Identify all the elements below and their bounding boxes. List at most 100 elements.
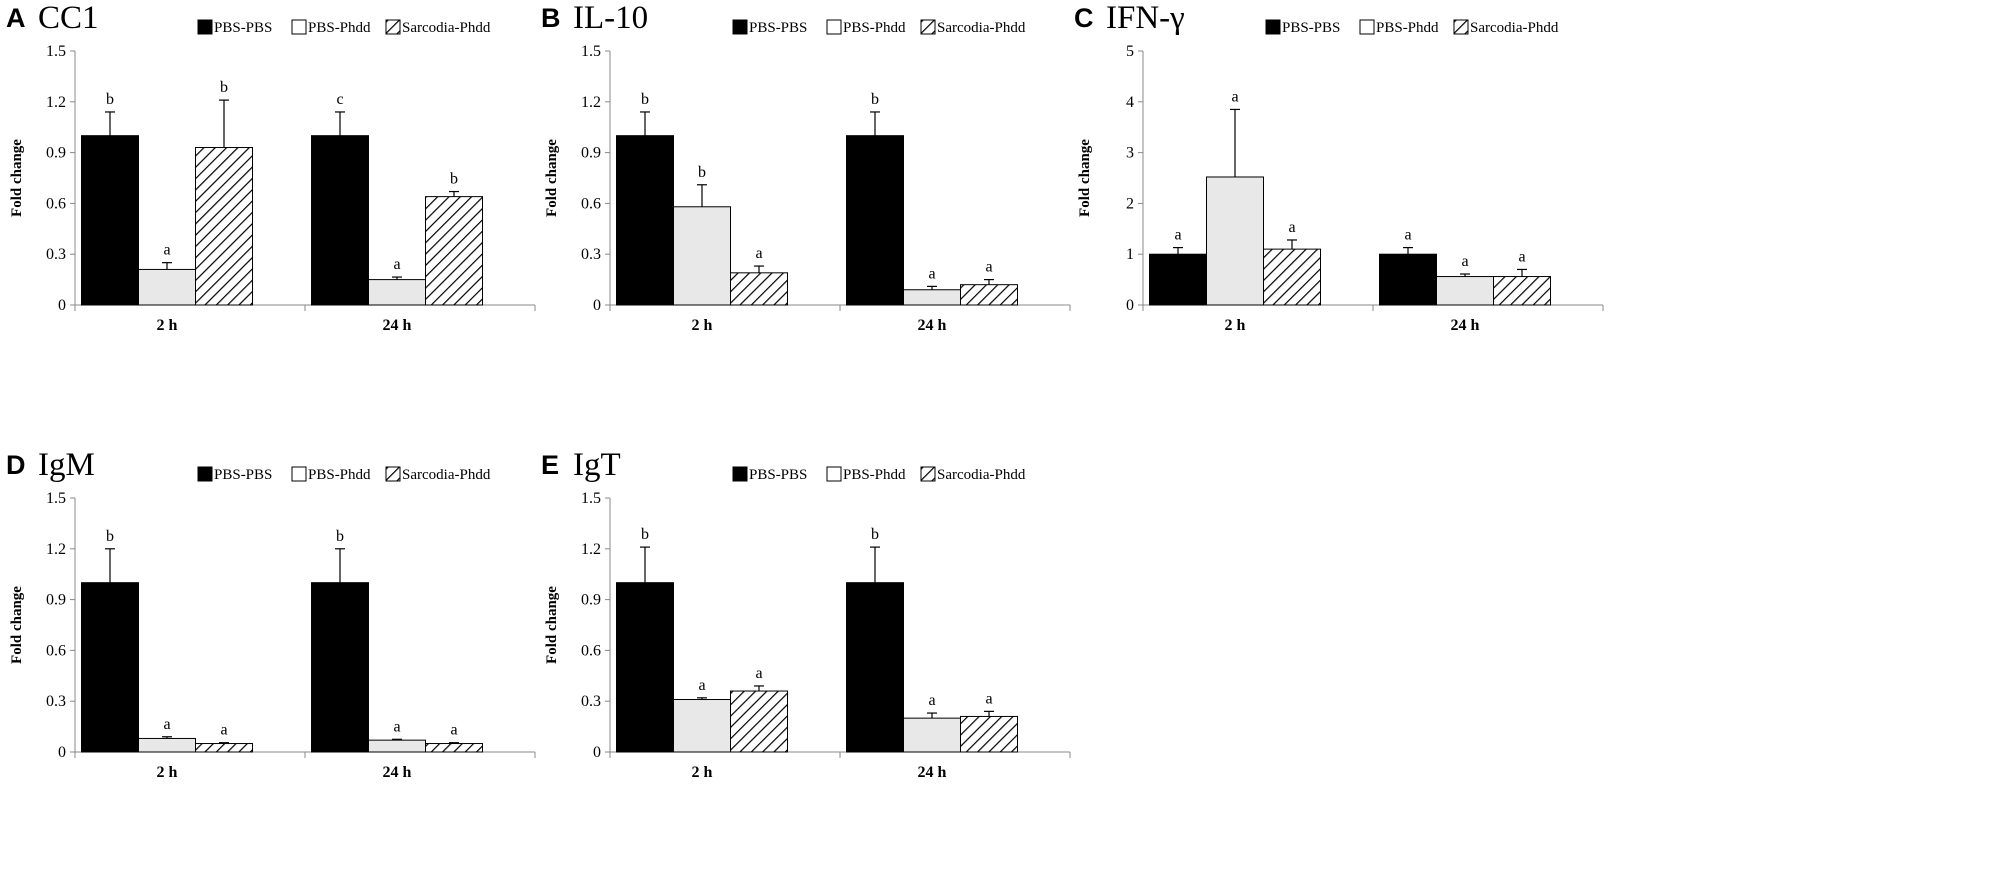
significance-letter: b <box>336 528 344 545</box>
bar <box>1149 253 1207 306</box>
bar <box>81 582 139 753</box>
x-tick-label: 24 h <box>1451 317 1480 334</box>
x-tick-label: 2 h <box>692 764 713 781</box>
panel-label: C <box>1074 3 1094 33</box>
significance-letter: a <box>1288 219 1295 236</box>
chart-title: IL-10 <box>573 0 648 36</box>
y-tick-label: 0.6 <box>46 642 66 659</box>
significance-letter: a <box>755 245 762 262</box>
y-tick-label: 1.2 <box>46 541 66 558</box>
x-tick-label: 2 h <box>157 764 178 781</box>
y-tick-label: 0 <box>58 744 66 761</box>
x-tick-label: 2 h <box>157 317 178 334</box>
bar <box>730 690 788 753</box>
y-tick-label: 1.5 <box>46 490 66 507</box>
chart-title: IgT <box>573 447 621 483</box>
significance-letter: a <box>220 722 227 739</box>
significance-letter: a <box>1404 227 1411 244</box>
significance-letter: a <box>1461 253 1468 270</box>
legend-swatch <box>1453 19 1469 35</box>
chart-svg-b: B IL-10 PBS-PBS PBS-Phdd Sarcodia-Phdd Fold c… <box>541 0 1071 334</box>
significance-letter: a <box>985 259 992 276</box>
bar <box>1263 248 1321 306</box>
chart-title: IgM <box>38 447 95 483</box>
y-tick-label: 0.9 <box>581 145 601 162</box>
bar <box>730 272 788 306</box>
significance-letter: b <box>220 79 228 96</box>
bar <box>368 739 426 753</box>
bar <box>195 147 253 306</box>
significance-letter: a <box>450 722 457 739</box>
bar <box>81 135 139 306</box>
x-tick-label: 24 h <box>383 317 412 334</box>
y-tick-label: 0.6 <box>581 195 601 212</box>
panel-e: E IgT PBS-PBS PBS-Phdd Sarcodia-Phdd Fold cha… <box>535 447 1205 893</box>
bar <box>138 268 196 306</box>
x-tick-label: 24 h <box>918 764 947 781</box>
chart-svg-d: D IgM PBS-PBS PBS-Phdd Sarcodia-Phdd Fold cha… <box>6 447 536 781</box>
legend-label: Sarcodia-Phdd <box>1470 20 1559 36</box>
y-tick-label: 0.9 <box>46 145 66 162</box>
bar <box>1379 253 1437 306</box>
chart-svg-e: E IgT PBS-PBS PBS-Phdd Sarcodia-Phdd Fold cha… <box>541 447 1071 781</box>
bar <box>1436 276 1494 306</box>
chart-title: IFN-γ <box>1106 0 1185 36</box>
significance-letter: b <box>871 526 879 543</box>
y-tick-label: 0.3 <box>581 246 601 263</box>
chart-svg-c: C IFN-γ PBS-PBS PBS-Phdd Sarcodia-Phdd Fold c… <box>1074 0 1604 334</box>
panel-label: E <box>541 450 559 480</box>
bar <box>425 196 483 306</box>
y-axis-label: Fold change <box>9 139 25 217</box>
bar <box>311 135 369 306</box>
legend-swatch <box>1359 19 1375 35</box>
y-tick-label: 0 <box>593 744 601 761</box>
bar <box>616 582 674 753</box>
legend-label: PBS-Phdd <box>308 20 371 36</box>
legend-label: PBS-PBS <box>214 467 272 483</box>
significance-letter: b <box>641 526 649 543</box>
legend-swatch <box>385 19 401 35</box>
significance-letter: c <box>336 91 343 108</box>
bar <box>138 737 196 753</box>
y-tick-label: 0.9 <box>581 592 601 609</box>
y-tick-label: 0.3 <box>581 693 601 710</box>
bar <box>846 582 904 753</box>
legend-swatch <box>826 19 842 35</box>
y-axis-label: Fold change <box>1077 139 1093 217</box>
legend-swatch <box>385 466 401 482</box>
significance-letter: a <box>163 716 170 733</box>
legend-swatch <box>197 466 213 482</box>
legend-label: PBS-Phdd <box>843 467 906 483</box>
legend-label: PBS-Phdd <box>843 20 906 36</box>
legend-label: Sarcodia-Phdd <box>402 467 491 483</box>
significance-letter: a <box>928 265 935 282</box>
legend-swatch <box>732 19 748 35</box>
bar <box>1493 276 1551 306</box>
panel-label: A <box>6 3 26 33</box>
y-tick-label: 0.9 <box>46 592 66 609</box>
legend-swatch <box>197 19 213 35</box>
legend-swatch <box>291 466 307 482</box>
bar <box>960 284 1018 306</box>
y-tick-label: 1.5 <box>46 43 66 60</box>
significance-letter: a <box>928 692 935 709</box>
y-tick-label: 3 <box>1126 145 1134 162</box>
significance-letter: a <box>163 242 170 259</box>
y-tick-label: 0.6 <box>46 195 66 212</box>
significance-letter: b <box>106 528 114 545</box>
chart-title: CC1 <box>38 0 99 36</box>
y-tick-label: 1.2 <box>581 94 601 111</box>
significance-letter: a <box>393 718 400 735</box>
bar <box>846 135 904 306</box>
y-tick-label: 0 <box>58 297 66 314</box>
y-tick-label: 1 <box>1126 246 1134 263</box>
y-tick-label: 1.5 <box>581 43 601 60</box>
y-axis-label: Fold change <box>544 139 560 217</box>
x-tick-label: 24 h <box>918 317 947 334</box>
legend-label: PBS-PBS <box>214 20 272 36</box>
panel-label: B <box>541 3 561 33</box>
y-axis-label: Fold change <box>9 586 25 664</box>
significance-letter: b <box>106 91 114 108</box>
y-tick-label: 1.2 <box>581 541 601 558</box>
